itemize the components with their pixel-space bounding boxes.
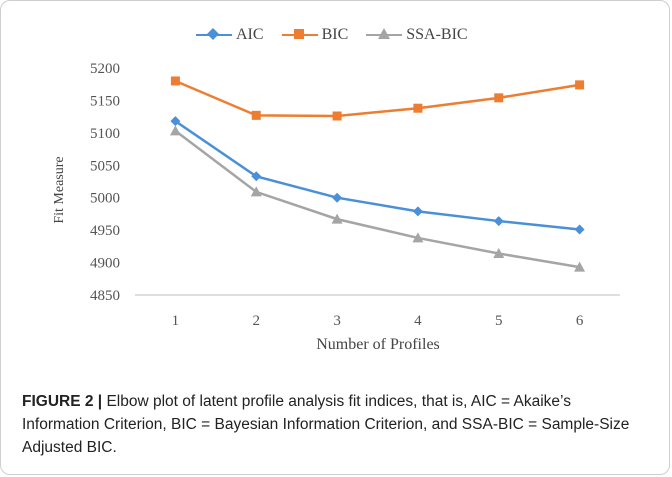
data-point-bic <box>170 76 180 86</box>
legend-swatch-aic <box>196 27 232 42</box>
x-tick-label: 3 <box>333 313 341 329</box>
y-tick-label: 5200 <box>90 61 120 77</box>
data-point-ssa-bic <box>574 261 586 272</box>
y-tick-label: 5100 <box>90 126 120 142</box>
data-point-ssa-bic <box>412 232 424 243</box>
data-point-aic <box>332 192 343 203</box>
y-axis-label: Fit Measure <box>52 156 67 224</box>
y-tick-label: 5050 <box>90 158 120 174</box>
y-tick-label: 5000 <box>90 191 120 207</box>
y-axis-ticks: 5200 5150 5100 5050 5000 4950 4900 4850 <box>90 61 120 304</box>
data-point-aic <box>412 206 423 217</box>
data-point-bic <box>575 80 585 90</box>
legend-label-ssa-bic: SSA-BIC <box>406 26 468 43</box>
data-point-bic <box>332 111 342 121</box>
data-point-ssa-bic <box>331 213 343 224</box>
figure-caption: FIGURE 2 | Elbow plot of latent profile … <box>22 390 652 459</box>
legend-item-bic: BIC <box>281 26 349 44</box>
data-point-ssa-bic <box>493 247 505 258</box>
y-tick-label: 4900 <box>90 256 120 272</box>
series-line-bic <box>174 79 580 118</box>
series-layer <box>169 76 586 272</box>
series-line-aic <box>174 120 580 231</box>
y-tick-label: 4850 <box>90 288 120 304</box>
data-point-aic <box>574 224 585 235</box>
chart: 5200 5150 5100 5050 5000 4950 4900 4850 1 2 3 4 5 6 <box>90 61 620 329</box>
legend-item-aic: AIC <box>196 26 264 44</box>
legend: AIC BIC SSA-BIC <box>196 26 486 44</box>
legend-label-bic: BIC <box>321 26 349 43</box>
caption-label: FIGURE 2 | <box>22 393 103 410</box>
data-point-bic <box>494 93 504 103</box>
legend-item-ssa-bic: SSA-BIC <box>366 26 468 44</box>
y-tick-label: 4950 <box>90 223 120 239</box>
data-point-bic <box>413 103 423 113</box>
data-point-ssa-bic <box>250 186 262 197</box>
data-point-aic <box>251 171 262 182</box>
legend-label-aic: AIC <box>236 26 264 43</box>
data-point-aic <box>493 216 504 227</box>
data-point-ssa-bic <box>169 125 181 136</box>
series-line-ssa-bic <box>174 129 580 269</box>
x-axis-label: Number of Profiles <box>316 336 440 353</box>
x-tick-label: 2 <box>253 313 261 329</box>
x-tick-label: 1 <box>172 313 180 329</box>
x-tick-label: 5 <box>495 313 503 329</box>
x-tick-label: 4 <box>414 313 422 329</box>
y-tick-label: 5150 <box>90 93 120 109</box>
x-axis-ticks: 1 2 3 4 5 6 <box>172 313 584 329</box>
data-point-aic <box>170 116 181 127</box>
x-tick-label: 6 <box>576 313 584 329</box>
data-point-bic <box>251 110 261 120</box>
legend-swatch-ssa-bic <box>366 28 403 42</box>
legend-swatch-bic <box>281 28 318 42</box>
caption-text: Elbow plot of latent profile analysis fi… <box>22 393 630 456</box>
